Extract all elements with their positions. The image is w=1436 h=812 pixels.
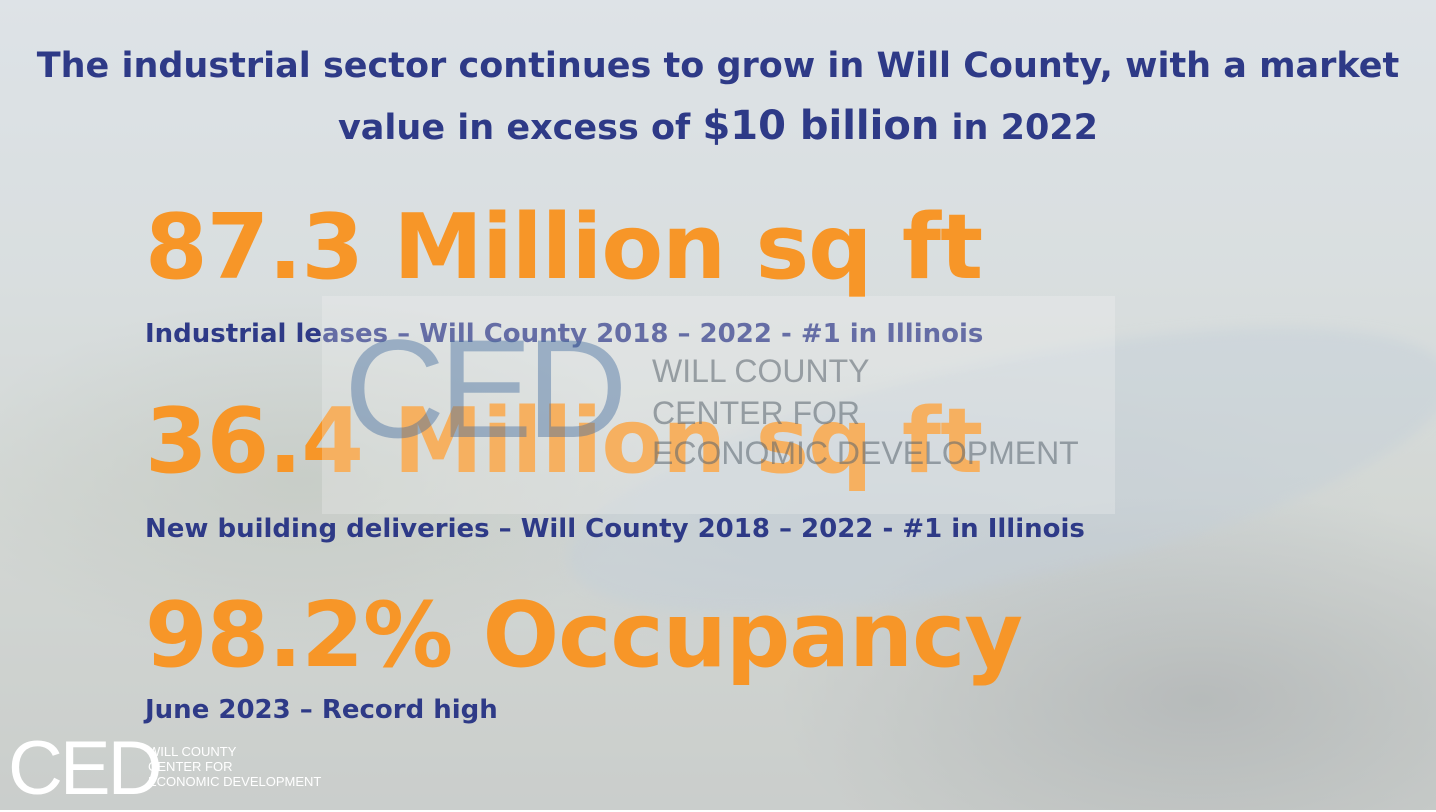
stat-deliveries-value: 36.4 Million sq ft: [145, 389, 983, 494]
headline-line2-post: in 2022: [939, 108, 1099, 148]
stat-leases-caption: Industrial leases – Will County 2018 – 2…: [145, 319, 984, 349]
watermark-line1: WILL COUNTY: [652, 353, 870, 389]
logo-line1: WILL COUNTY: [148, 744, 237, 759]
headline-highlight: $10 billion: [702, 103, 940, 149]
stat-leases-value: 87.3 Million sq ft: [145, 195, 983, 300]
logo-line2: CENTER FOR: [148, 759, 233, 774]
watermark-mark: CED: [344, 310, 628, 467]
headline: The industrial sector continues to grow …: [0, 36, 1436, 158]
stat-occupancy-value: 98.2% Occupancy: [145, 583, 1023, 688]
ced-watermark: CED WILL COUNTY CENTER FOR ECONOMIC DEVE…: [322, 296, 1115, 514]
stat-deliveries-caption: New building deliveries – Will County 20…: [145, 514, 1085, 544]
watermark-line3: ECONOMIC DEVELOPMENT: [652, 435, 1079, 471]
stat-occupancy-caption: June 2023 – Record high: [145, 695, 498, 725]
logo-line3: ECONOMIC DEVELOPMENT: [148, 774, 322, 789]
headline-line1: The industrial sector continues to grow …: [36, 46, 1400, 86]
headline-line2-pre: value in excess of: [337, 108, 703, 148]
watermark-line2: CENTER FOR: [652, 395, 860, 431]
logo-mark: CED: [8, 726, 162, 811]
ced-logo: CED WILL COUNTY CENTER FOR ECONOMIC DEVE…: [8, 726, 348, 811]
